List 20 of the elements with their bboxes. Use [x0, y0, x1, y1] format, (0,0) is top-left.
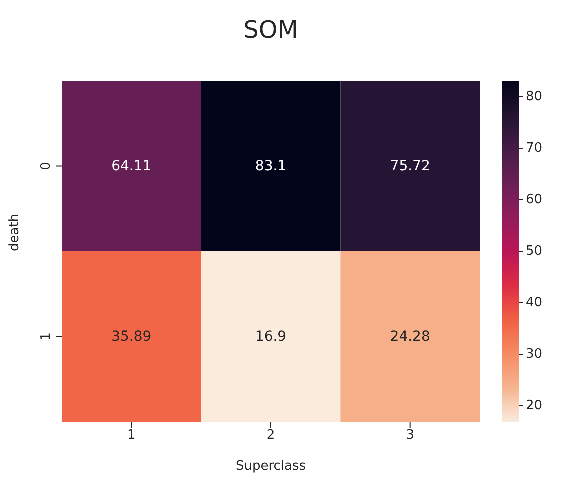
color-bar-label: 80	[526, 89, 543, 104]
y-axis-title: death	[8, 214, 23, 252]
x-tick-label: 1	[128, 428, 136, 444]
color-bar-label: 60	[526, 192, 543, 208]
y-tick-label: 0	[39, 162, 54, 170]
chart-title: SOM	[242, 16, 300, 44]
data-label: 75.72	[390, 158, 430, 174]
color-bar-label: 20	[526, 398, 543, 414]
color-bar-label: 30	[526, 347, 543, 362]
data-label: 16.9	[255, 328, 287, 345]
color-bar-label: 50	[526, 244, 543, 259]
data-label: 64.11	[112, 158, 152, 174]
color-bar-label: 40	[526, 296, 543, 311]
x-axis-title: Superclass	[236, 459, 306, 474]
data-label: 35.89	[112, 328, 152, 345]
data-label: 24.28	[390, 328, 430, 345]
data-label: 83.1	[255, 158, 287, 174]
color-bar-label: 70	[526, 140, 543, 156]
x-tick-label: 3	[406, 428, 414, 444]
x-tick-label: 2	[266, 428, 276, 444]
